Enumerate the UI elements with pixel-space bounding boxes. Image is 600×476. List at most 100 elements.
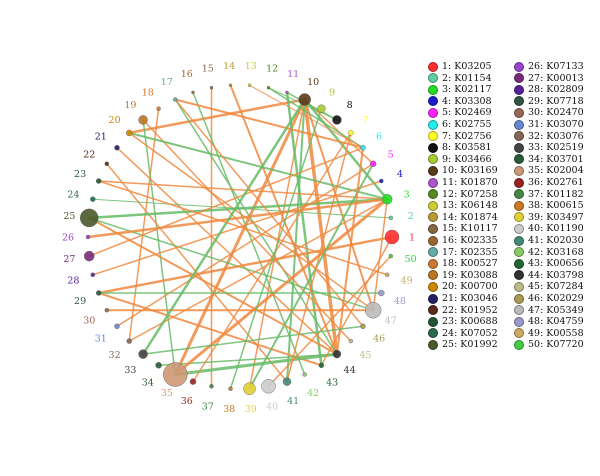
legend-label-24: 24: K07052: [442, 327, 498, 339]
node-13[interactable]: [247, 83, 252, 88]
node-5[interactable]: [370, 160, 377, 168]
legend-label-28: 28: K02809: [528, 84, 584, 96]
node-label-26: 26: [62, 233, 74, 244]
node-19[interactable]: [138, 115, 148, 125]
node-6[interactable]: [360, 144, 366, 151]
node-2[interactable]: [388, 215, 393, 221]
node-30[interactable]: [104, 308, 110, 313]
node-37[interactable]: [209, 384, 214, 389]
node-7[interactable]: [348, 130, 354, 136]
node-17[interactable]: [173, 97, 178, 102]
node-label-40: 40: [266, 402, 278, 413]
edge-33-10: [141, 98, 306, 356]
edge-17-6: [174, 98, 364, 149]
legend-item-32: 32: K03076: [514, 130, 584, 143]
legend-item-14: 14: K01874: [428, 211, 498, 224]
node-41[interactable]: [282, 377, 292, 386]
legend-item-35: 35: K02004: [514, 164, 584, 177]
legend-swatch-15: [428, 223, 438, 234]
node-label-27: 27: [63, 254, 75, 265]
node-16[interactable]: [191, 90, 195, 95]
legend-item-43: 43: K00656: [514, 257, 584, 270]
node-15[interactable]: [209, 85, 214, 90]
node-label-17: 17: [161, 77, 173, 88]
legend-swatch-33: [514, 142, 524, 153]
node-1[interactable]: [384, 229, 400, 245]
node-34[interactable]: [155, 362, 162, 369]
edge-39-5: [248, 162, 375, 390]
node-28[interactable]: [90, 272, 96, 277]
legend-label-32: 32: K03076: [528, 130, 584, 142]
legend-item-12: 12: K07258: [428, 188, 498, 201]
legend-item-39: 39: K03497: [514, 211, 584, 224]
legend-label-35: 35: K02004: [528, 165, 584, 177]
legend-label-10: 10: K03169: [442, 165, 498, 177]
legend-swatch-34: [514, 154, 524, 165]
node-20[interactable]: [125, 129, 133, 137]
node-47[interactable]: [365, 302, 382, 319]
node-3[interactable]: [382, 193, 393, 205]
node-33[interactable]: [138, 349, 148, 359]
node-49[interactable]: [385, 272, 390, 277]
node-43[interactable]: [318, 362, 325, 368]
legend-label-31: 31: K03070: [528, 119, 584, 130]
node-35[interactable]: [163, 362, 188, 387]
node-11[interactable]: [285, 90, 289, 95]
node-26[interactable]: [85, 234, 91, 240]
legend-label-30: 30: K02470: [528, 107, 584, 119]
node-36[interactable]: [189, 378, 197, 385]
node-12[interactable]: [266, 85, 271, 90]
legend-swatch-39: [514, 212, 524, 223]
node-22[interactable]: [104, 161, 110, 167]
legend-swatch-42: [514, 247, 524, 258]
node-25[interactable]: [79, 208, 99, 228]
node-label-36: 36: [181, 396, 193, 407]
node-27[interactable]: [83, 250, 95, 262]
node-23[interactable]: [95, 178, 102, 184]
node-50[interactable]: [388, 253, 393, 259]
node-39[interactable]: [243, 382, 256, 395]
node-label-46: 46: [373, 334, 385, 345]
node-31[interactable]: [114, 323, 120, 329]
legend-label-12: 12: K07258: [442, 188, 498, 200]
legend-item-40: 40: K01190: [514, 222, 584, 235]
node-label-18: 18: [142, 87, 154, 98]
legend-swatch-14: [428, 212, 438, 223]
node-9[interactable]: [317, 104, 326, 113]
node-label-12: 12: [266, 64, 278, 75]
node-14[interactable]: [228, 83, 233, 88]
edge-25-44: [88, 216, 338, 356]
legend-item-2: 2: K01154: [428, 72, 492, 85]
legend-label-23: 23: K00688: [442, 316, 498, 328]
node-18[interactable]: [156, 106, 161, 111]
node-38[interactable]: [228, 386, 233, 391]
node-32[interactable]: [126, 338, 132, 344]
node-8[interactable]: [332, 115, 342, 125]
legend-swatch-46: [514, 293, 524, 304]
node-44[interactable]: [332, 349, 342, 359]
node-42[interactable]: [302, 372, 307, 377]
legend-label-48: 48: K04759: [528, 316, 584, 328]
node-4[interactable]: [379, 178, 384, 184]
edge-19-35: [142, 119, 177, 376]
node-24[interactable]: [90, 196, 96, 202]
node-40[interactable]: [261, 379, 276, 394]
legend-swatch-36: [514, 177, 524, 188]
node-29[interactable]: [95, 290, 102, 296]
legend-swatch-40: [514, 223, 524, 234]
node-label-6: 6: [376, 131, 382, 142]
legend-label-17: 17: K02355: [442, 246, 498, 258]
legend-swatch-3: [428, 84, 438, 95]
edge-27-6: [88, 146, 364, 257]
node-21[interactable]: [114, 144, 120, 151]
legend-swatch-35: [514, 165, 524, 176]
node-46[interactable]: [360, 323, 366, 329]
node-48[interactable]: [378, 289, 385, 297]
legend-item-34: 34: K03701: [514, 153, 584, 166]
edge-41-7: [286, 132, 352, 383]
node-10[interactable]: [298, 93, 311, 106]
edge-40-50: [267, 255, 392, 388]
legend-label-6: 6: K02755: [442, 119, 492, 130]
edge-20-3: [128, 131, 389, 201]
node-45[interactable]: [348, 338, 353, 344]
